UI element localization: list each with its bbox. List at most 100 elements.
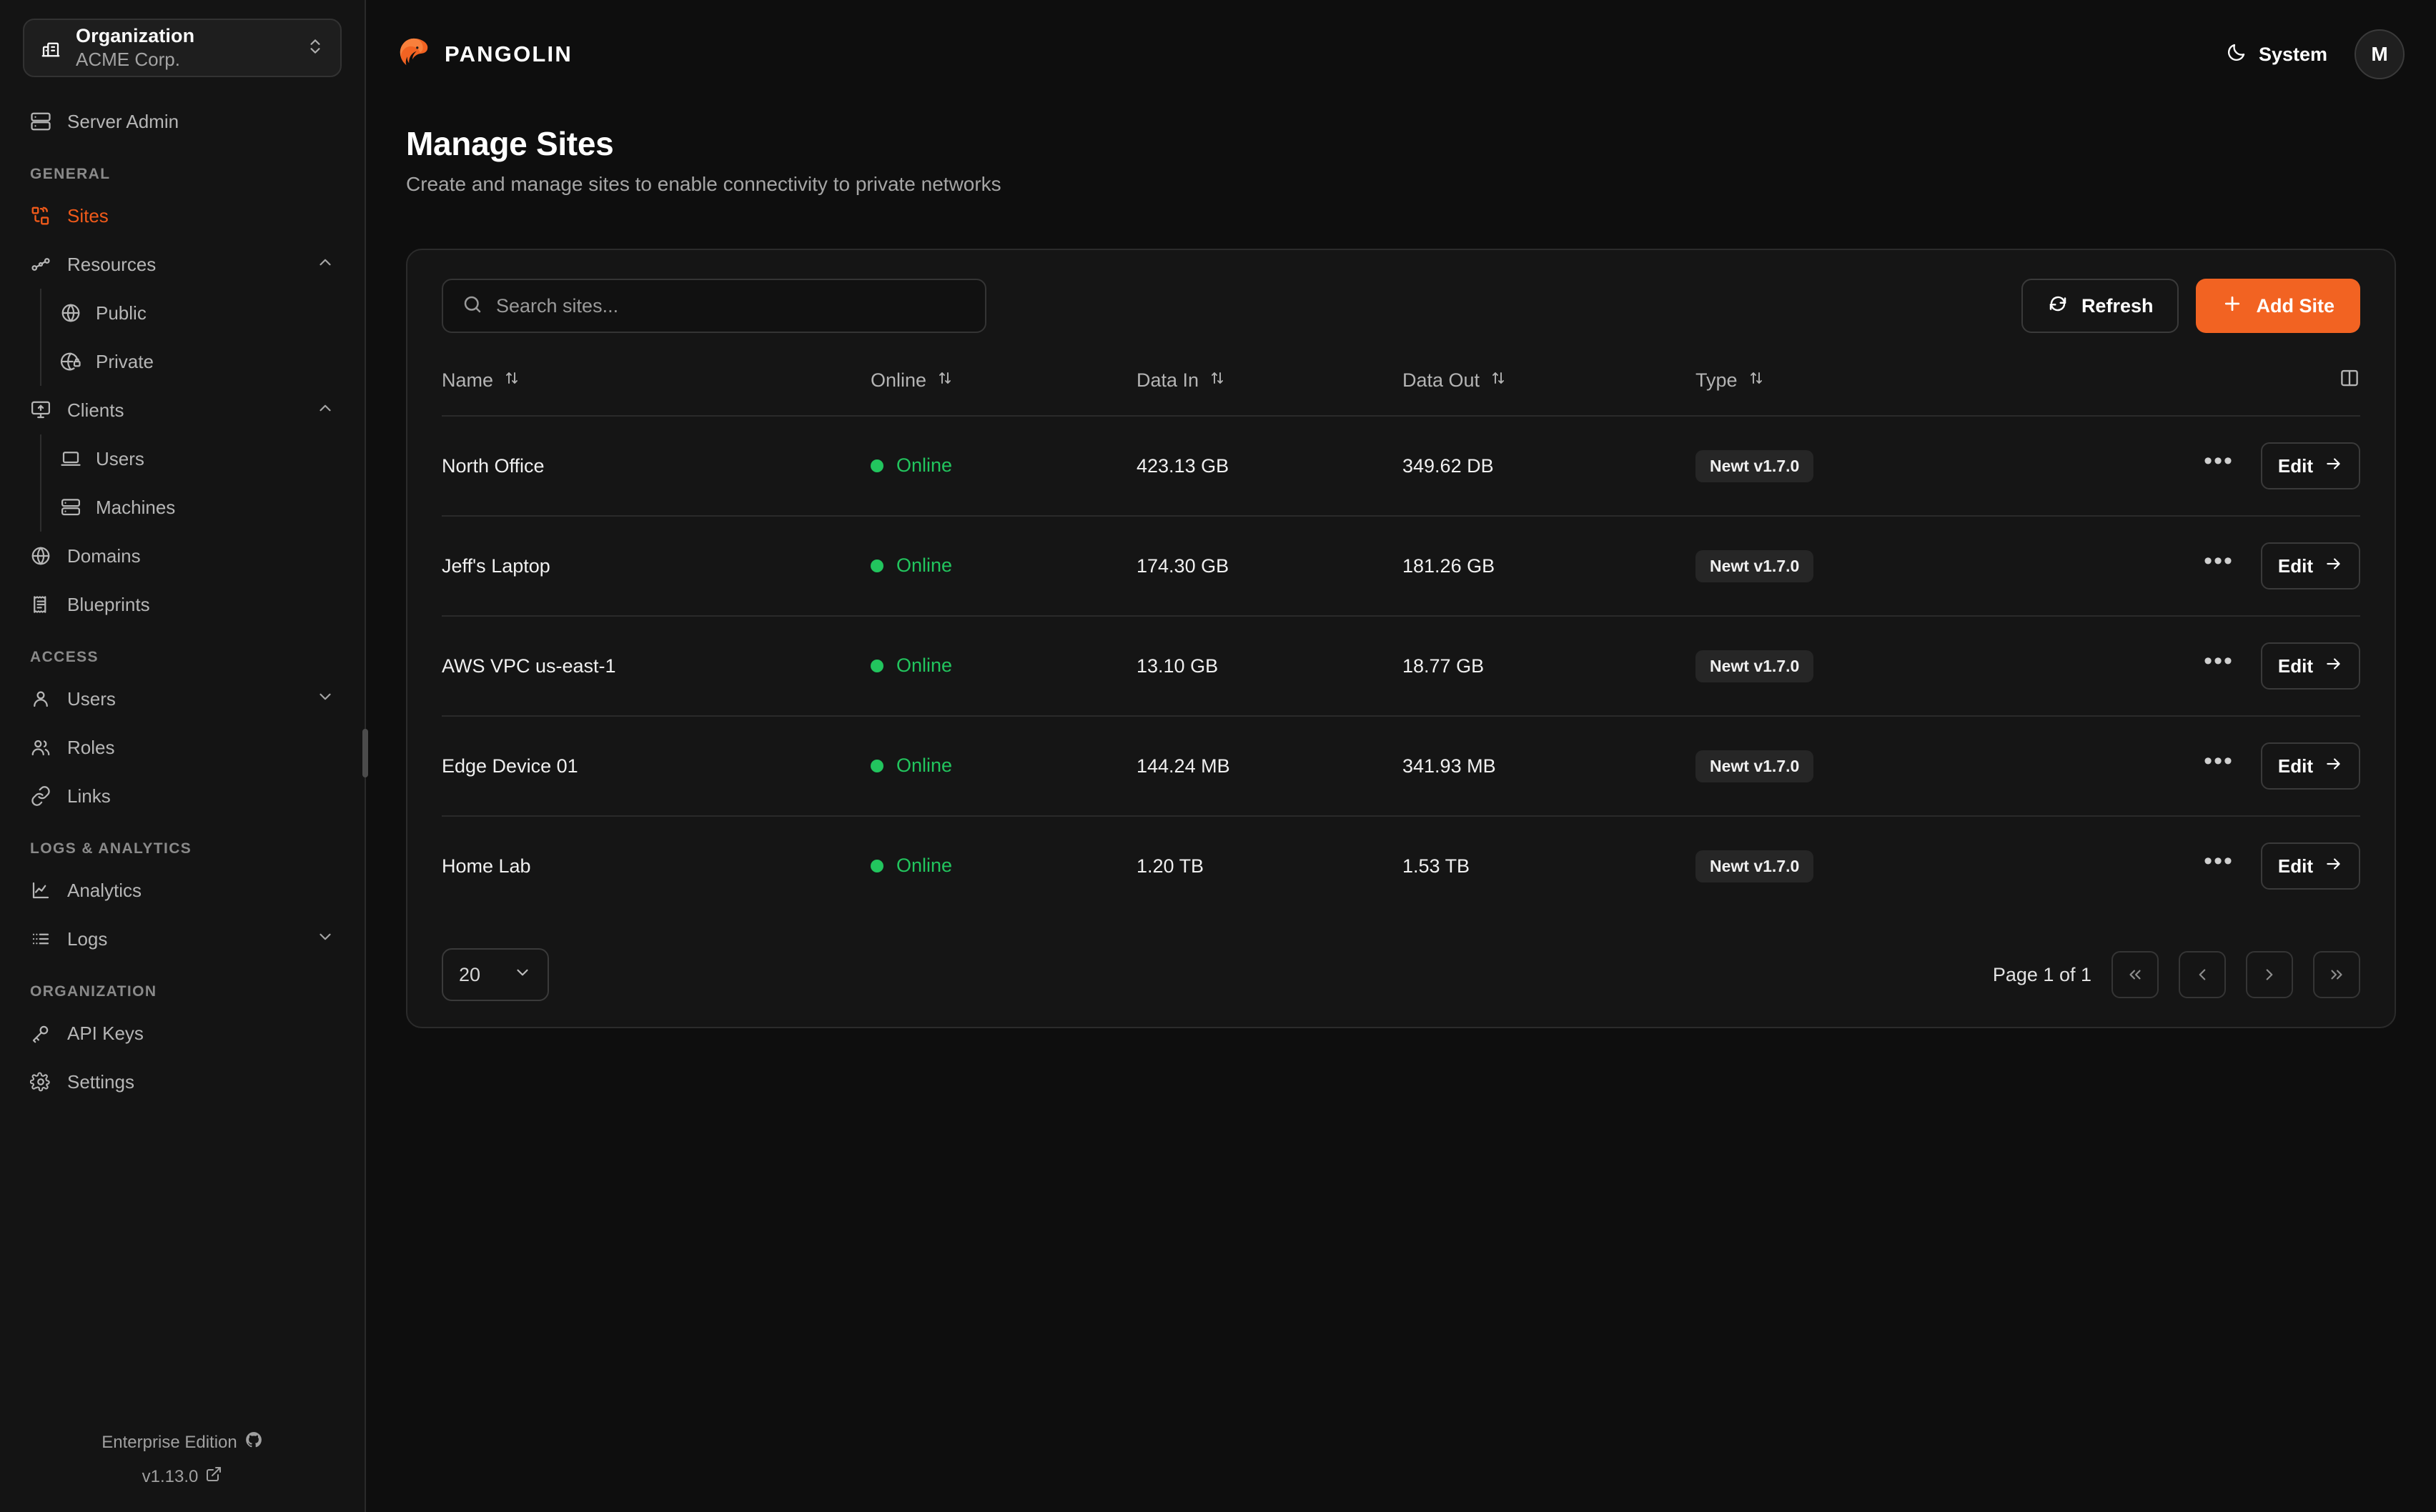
sidebar-item-public[interactable]: Public [44, 289, 345, 337]
table-row[interactable]: North Office Online 423.13 GB 349.62 DB … [442, 415, 2360, 516]
sidebar-item-client-users[interactable]: Users [44, 434, 345, 483]
sidebar-footer: Enterprise Edition v1.13.0 [0, 1431, 365, 1512]
page-subtitle: Create and manage sites to enable connec… [406, 173, 1001, 195]
table-row[interactable]: Edge Device 01 Online 144.24 MB 341.93 M… [442, 715, 2360, 816]
chart-line-icon [30, 880, 51, 901]
sidebar-item-clients[interactable]: Clients [20, 386, 345, 434]
sidebar-item-label: Users [67, 687, 116, 710]
chevron-up-icon[interactable] [316, 399, 335, 422]
add-site-button[interactable]: Add Site [2196, 279, 2360, 333]
chevron-down-icon[interactable] [316, 927, 335, 951]
sort-icon [1209, 369, 1226, 392]
sidebar-item-blueprints[interactable]: Blueprints [20, 580, 345, 629]
column-header-name[interactable]: Name [442, 357, 871, 416]
status-badge: Online [896, 655, 953, 677]
card-toolbar: Refresh Add Site [442, 279, 2360, 333]
sidebar-subnav-resources: Public Private [40, 289, 345, 386]
status-dot [871, 659, 883, 672]
cell-data-in: 174.30 GB [1137, 515, 1402, 616]
sidebar-resize-handle[interactable] [362, 729, 368, 777]
table-row[interactable]: Home Lab Online 1.20 TB 1.53 TB Newt v1.… [442, 815, 2360, 915]
column-header-data-in[interactable]: Data In [1137, 357, 1402, 416]
main-content: PANGOLIN System M Manage Sites Create an… [366, 0, 2436, 1512]
cell-online: Online [871, 515, 1137, 616]
external-link-icon[interactable] [205, 1466, 222, 1488]
columns-icon[interactable] [2339, 367, 2360, 394]
edition-row[interactable]: Enterprise Edition [102, 1431, 262, 1454]
ellipsis-icon[interactable]: ••• [2204, 847, 2234, 875]
topbar-actions: System M [2226, 29, 2405, 79]
sidebar-item-label: Logs [67, 927, 108, 950]
sidebar-section-general: GENERAL [30, 166, 111, 182]
cell-data-out: 181.26 GB [1402, 515, 1695, 616]
sidebar-item-label: Blueprints [67, 593, 150, 615]
plus-icon [2222, 293, 2243, 319]
sidebar-item-settings[interactable]: Settings [20, 1058, 345, 1106]
edit-button[interactable]: Edit [2260, 542, 2360, 590]
cell-data-out: 1.53 TB [1402, 815, 1695, 915]
globe-icon [30, 545, 51, 567]
sidebar-item-api-keys[interactable]: API Keys [20, 1009, 345, 1058]
cell-name: Jeff's Laptop [442, 515, 871, 616]
last-page-button[interactable] [2313, 951, 2360, 998]
edit-button[interactable]: Edit [2260, 842, 2360, 890]
sidebar-item-server-admin[interactable]: Server Admin [20, 97, 345, 146]
org-switcher[interactable]: Organization ACME Corp. [23, 19, 342, 77]
edit-label: Edit [2277, 655, 2313, 677]
sidebar-item-machines[interactable]: Machines [44, 483, 345, 532]
sidebar-item-label: Settings [67, 1070, 134, 1093]
sidebar-item-sites[interactable]: Sites [20, 192, 345, 240]
version-row[interactable]: v1.13.0 [142, 1466, 223, 1488]
next-page-button[interactable] [2246, 951, 2293, 998]
edit-button[interactable]: Edit [2260, 642, 2360, 690]
arrow-right-icon [2324, 655, 2343, 678]
sidebar-item-domains[interactable]: Domains [20, 532, 345, 580]
column-header-online[interactable]: Online [871, 357, 1137, 416]
cell-name: Home Lab [442, 815, 871, 915]
chevron-down-icon[interactable] [316, 687, 335, 711]
first-page-button[interactable] [2111, 951, 2159, 998]
ellipsis-icon[interactable]: ••• [2204, 647, 2234, 675]
table-row[interactable]: AWS VPC us-east-1 Online 13.10 GB 18.77 … [442, 615, 2360, 716]
list-icon [30, 928, 51, 950]
avatar[interactable]: M [2355, 29, 2405, 79]
search-input[interactable] [496, 294, 966, 317]
ellipsis-icon[interactable]: ••• [2204, 547, 2234, 575]
table-row[interactable]: Jeff's Laptop Online 174.30 GB 181.26 GB… [442, 515, 2360, 616]
column-label: Online [871, 369, 927, 391]
link-icon [30, 785, 51, 807]
cell-online: Online [871, 415, 1137, 516]
sidebar-item-resources[interactable]: Resources [20, 240, 345, 289]
sidebar-item-label: Public [96, 302, 147, 324]
sidebar-item-analytics[interactable]: Analytics [20, 866, 345, 915]
ellipsis-icon[interactable]: ••• [2204, 447, 2234, 474]
org-name: ACME Corp. [76, 49, 180, 70]
sidebar-item-label: Resources [67, 253, 157, 275]
cell-actions: ••• Edit [2039, 815, 2360, 915]
github-icon[interactable] [244, 1431, 263, 1454]
ellipsis-icon[interactable]: ••• [2204, 747, 2234, 775]
key-icon [30, 1023, 51, 1044]
cell-data-in: 13.10 GB [1137, 615, 1402, 716]
page-size-select[interactable]: 20 [442, 948, 549, 1001]
users-icon [30, 737, 51, 758]
refresh-button[interactable]: Refresh [2021, 279, 2179, 333]
cell-online: Online [871, 615, 1137, 716]
edit-button[interactable]: Edit [2260, 742, 2360, 790]
version-label: v1.13.0 [142, 1466, 199, 1486]
column-header-type[interactable]: Type [1695, 357, 2039, 416]
brand[interactable]: PANGOLIN [397, 36, 573, 73]
column-header-data-out[interactable]: Data Out [1402, 357, 1695, 416]
sidebar-item-private[interactable]: Private [44, 337, 345, 386]
sidebar-item-roles[interactable]: Roles [20, 723, 345, 772]
sidebar-item-logs[interactable]: Logs [20, 915, 345, 963]
prev-page-button[interactable] [2179, 951, 2226, 998]
cell-online: Online [871, 815, 1137, 915]
sidebar-item-users[interactable]: Users [20, 675, 345, 723]
sidebar-item-links[interactable]: Links [20, 772, 345, 820]
edit-button[interactable]: Edit [2260, 442, 2360, 489]
sidebar-item-label: Links [67, 785, 111, 807]
search-box[interactable] [442, 279, 986, 333]
theme-toggle[interactable]: System [2226, 41, 2327, 68]
chevron-up-icon[interactable] [316, 253, 335, 277]
